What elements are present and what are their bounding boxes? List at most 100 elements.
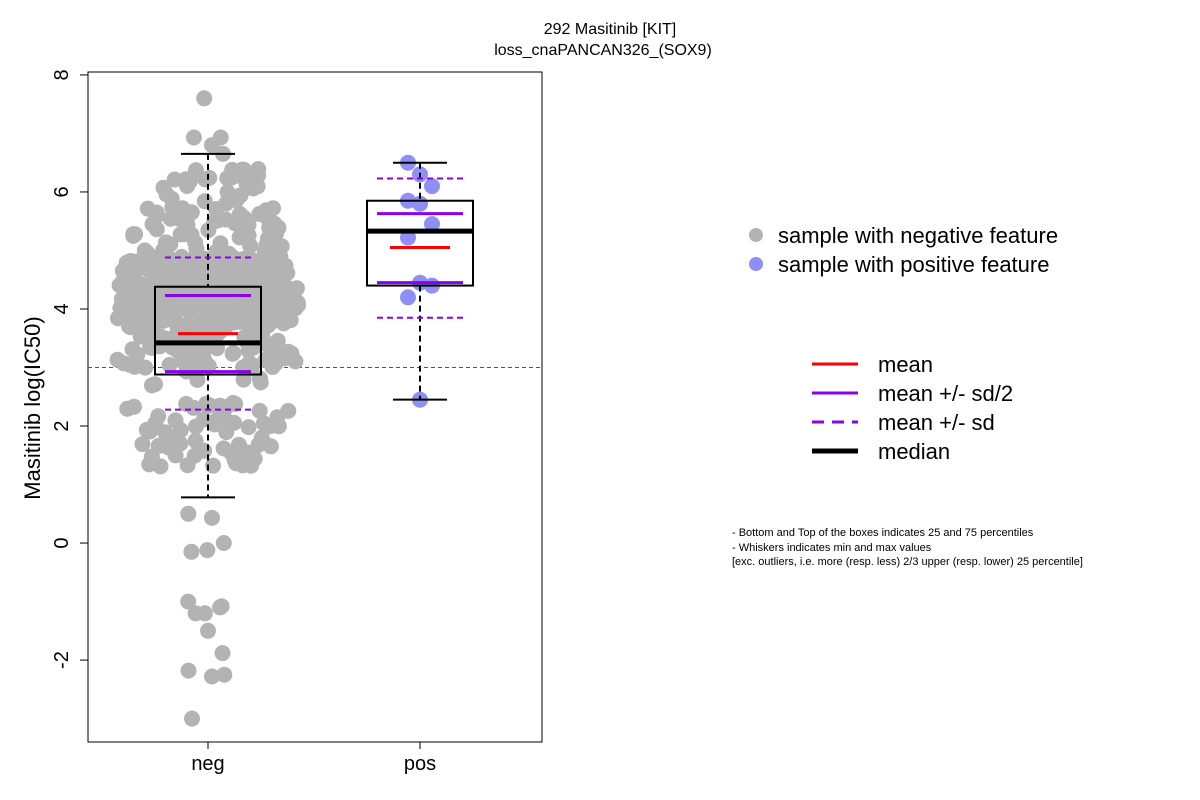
neg-sample-point [224,161,241,178]
neg-sample-point [239,444,256,461]
neg-sample-point [172,267,189,284]
neg-sample-point [122,266,139,282]
neg-sample-point [235,371,252,388]
neg-sample-point [147,376,163,393]
neg-outlier-point [200,622,216,639]
neg-sample-point [119,400,136,417]
y-tick-label: 4 [51,303,73,314]
note-line-2: - Whiskers indicates min and max values [732,542,932,554]
neg-sample-point [231,205,248,222]
chart-title: 292 Masitinib [KIT] [544,21,677,38]
data-points [109,90,440,727]
x-tick-label-pos: pos [404,753,436,775]
legend-points: sample with negative feature sample with… [749,223,1058,277]
neg-sample-point [138,308,155,325]
neg-sample-point [251,402,268,419]
neg-sample-point [245,180,262,197]
neg-sample-point [225,344,242,361]
neg-outlier-point [180,593,197,610]
neg-sample-point [185,399,202,416]
y-tick-label: 0 [51,537,73,548]
note-line-3: [exc. outliers, i.e. more (resp. less) 2… [732,556,1083,568]
neg-sample-point [280,402,297,419]
neg-sample-point [275,315,292,332]
neg-sample-point [179,457,196,474]
y-tick-label: 8 [51,69,73,80]
neg-outlier-point [212,599,229,616]
neg-sample-point [162,236,179,253]
neg-sample-point [127,226,144,243]
neg-outlier-point [214,645,231,662]
neg-sample-point [262,418,279,435]
x-tick-label-neg: neg [191,753,224,775]
neg-outlier-point [203,137,220,154]
neg-sample-point [188,240,205,257]
neg-sample-point [209,411,226,428]
neg-outlier-point [204,668,220,685]
neg-sample-point [243,457,259,474]
pos-sample-point [424,216,440,233]
plot-frame [87,71,543,743]
neg-sample-point [273,238,290,255]
neg-sample-point [183,311,200,328]
neg-sample-point [189,267,206,284]
neg-sample-point [109,351,126,368]
neg-sample-point [111,277,128,294]
neg-sample-point [119,307,136,324]
neg-sample-point [234,313,251,329]
neg-outlier-point [215,535,232,551]
pos-sample-point [424,178,440,195]
neg-sample-point [155,312,172,329]
neg-box [154,285,262,376]
neg-outlier-point [185,129,202,146]
neg-outlier-point [196,90,213,107]
neg-sample-point [240,419,257,436]
legend-sd-label: mean +/- sd [878,410,995,435]
neg-sample-point [134,436,151,453]
y-axis-title: Masitinib log(IC50) [20,316,45,499]
neg-sample-point [196,352,213,369]
neg-outlier-point [199,542,216,559]
neg-sample-point [250,436,267,453]
neg-outlier-point [184,710,200,727]
neg-sample-point [126,358,143,375]
neg-sample-point [236,161,252,178]
neg-sample-point [242,237,259,254]
legend-negative-label: sample with negative feature [778,223,1058,248]
neg-outlier-point [204,509,220,526]
box-elements [154,152,474,499]
neg-sample-point [211,397,228,414]
neg-sample-point [179,178,196,194]
neg-sample-point [124,287,141,304]
pos-sample-point [400,289,416,306]
neg-sample-point [264,297,281,314]
legend-half-sd-label: mean +/- sd/2 [878,381,1013,406]
neg-sample-point [288,280,305,297]
pos-box [366,199,474,287]
neg-sample-point [232,187,249,204]
legend-lines: mean mean +/- sd/2 mean +/- sd median [812,352,1013,464]
neg-sample-point [122,319,139,336]
chart-subtitle: loss_cnaPANCAN326_(SOX9) [494,42,712,59]
legend-mean-label: mean [878,352,933,377]
neg-sample-point [158,186,175,203]
neg-sample-point [124,341,141,358]
neg-outlier-point [183,543,200,560]
neg-sample-point [161,356,178,373]
neg-sample-point [251,370,268,387]
neg-sample-point [196,411,212,428]
neg-sample-point [197,171,214,188]
neg-sample-point [196,193,213,210]
y-tick-label: 6 [51,186,73,197]
neg-sample-point [183,226,200,243]
neg-sample-point [277,257,294,274]
neg-sample-point [229,280,245,297]
neg-outlier-point [196,605,213,622]
neg-sample-point [259,238,276,255]
neg-sample-point [236,250,252,267]
neg-sample-point [248,269,265,285]
neg-sample-point [225,394,242,411]
y-axis: -2 0 2 4 6 8 [51,69,89,669]
neg-sample-point [263,262,280,279]
